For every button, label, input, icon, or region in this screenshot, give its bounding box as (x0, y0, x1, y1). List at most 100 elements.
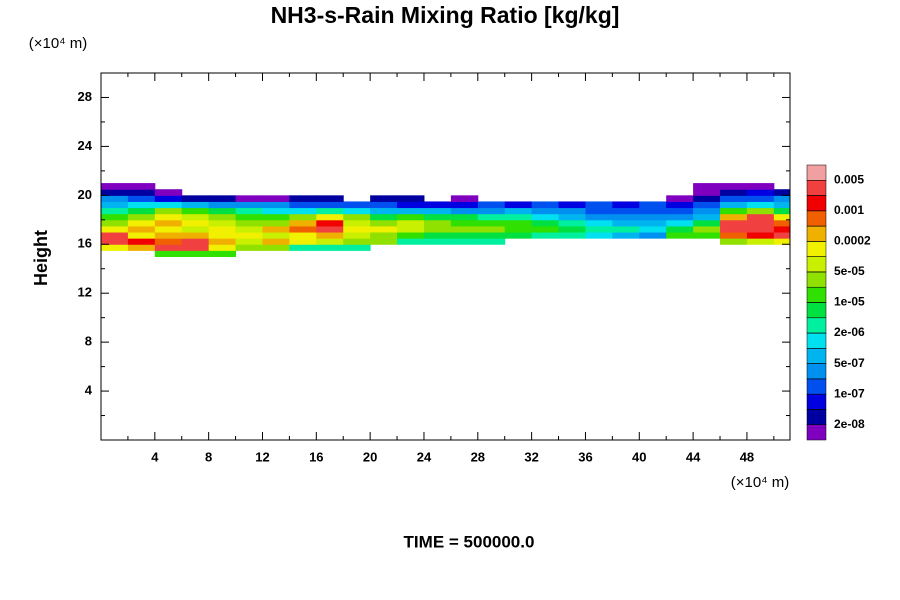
contour-cell (612, 183, 639, 190)
y-tick-label: 4 (85, 383, 93, 398)
contour-cell (397, 201, 425, 209)
contour-cell (101, 213, 129, 221)
contour-cell (666, 201, 694, 209)
y-tick-label: 24 (78, 138, 93, 153)
contour-cell (343, 244, 371, 251)
contour-cell (720, 189, 748, 196)
contour-cell (316, 183, 343, 190)
contour-cell (746, 213, 775, 221)
contour-cell (639, 207, 667, 215)
contour-cell (746, 201, 775, 209)
contour-cell (693, 244, 720, 251)
contour-cell (639, 225, 667, 233)
contour-cell (666, 207, 694, 215)
contour-cell (773, 201, 791, 209)
contour-cell (181, 250, 210, 257)
contour-cell (747, 250, 774, 257)
colorbar-box (806, 210, 827, 227)
x-tick-label: 32 (524, 449, 538, 464)
contour-cell (639, 195, 666, 202)
contour-cell (370, 201, 398, 209)
colorbar-label: 5e-05 (834, 264, 865, 278)
contour-cell (101, 201, 129, 209)
contour-cell (262, 250, 289, 257)
contour-cell (693, 232, 721, 239)
contour-cell (289, 207, 317, 215)
contour-cell (559, 238, 586, 245)
contour-cell (370, 213, 398, 221)
contour-cell (450, 225, 479, 233)
contour-cell (773, 238, 791, 245)
contour-cell (289, 219, 317, 227)
colorbar-box (806, 180, 827, 196)
contour-cell (235, 201, 263, 209)
contour-cell (343, 195, 370, 202)
contour-cell (208, 244, 237, 251)
colorbar-box (806, 363, 827, 380)
y-unit: (×10⁴ m) (29, 35, 88, 52)
contour-cell (504, 213, 533, 221)
contour-cell (370, 189, 397, 196)
contour-cell (316, 195, 344, 202)
contour-cell (451, 183, 478, 190)
contour-cell (289, 201, 317, 209)
contour-cell (289, 189, 316, 196)
contour-cell (208, 232, 237, 239)
contour-cell (154, 207, 183, 215)
contour-cell (289, 213, 317, 221)
contour-cell (182, 189, 209, 196)
contour-cell (316, 219, 344, 227)
contour-cell (424, 183, 451, 190)
contour-cell (746, 207, 775, 215)
x-tick-label: 48 (740, 449, 754, 464)
contour-cell (773, 225, 791, 233)
contour-cell (450, 219, 479, 227)
contour-cell (505, 238, 532, 245)
contour-cell (558, 207, 586, 215)
contour-cell (639, 250, 666, 257)
plot-frame (100, 72, 791, 441)
contour-cell (127, 213, 156, 221)
contour-cell (477, 213, 506, 221)
contour-cell (397, 195, 425, 202)
contour-cell (531, 213, 560, 221)
contour-cell (397, 238, 425, 245)
contour-cell (262, 225, 290, 233)
contour-cell (693, 250, 720, 257)
contour-cell (720, 238, 748, 245)
contour-cell (101, 189, 129, 196)
contour-cell (747, 244, 774, 251)
colorbar-box (806, 348, 827, 364)
contour-cell (505, 183, 532, 190)
contour-cell (558, 232, 586, 239)
contour-cell (127, 201, 156, 209)
contour-cell (558, 225, 586, 233)
contour-cell (531, 232, 560, 239)
contour-cell (181, 244, 210, 251)
contour-cell (612, 232, 640, 239)
contour-cell (559, 189, 586, 196)
contour-cell (101, 195, 129, 202)
contour-cell (612, 244, 639, 251)
contour-cell (208, 238, 237, 245)
y-tick-label: 16 (78, 236, 92, 251)
contour-cell (154, 189, 183, 196)
contour-cell (693, 189, 721, 196)
contour-cell (127, 219, 156, 227)
contour-cell (531, 207, 560, 215)
contour-cell (343, 207, 371, 215)
colorbar-box (806, 241, 827, 257)
contour-cell (505, 195, 532, 202)
contour-cell (370, 225, 398, 233)
contour-cell (316, 213, 344, 221)
contour-cell (289, 195, 317, 202)
contour-cell (370, 232, 398, 239)
colorbar-label: 1e-07 (834, 386, 865, 400)
contour-cell (424, 250, 451, 257)
contour-cell (209, 189, 236, 196)
contour-cell (343, 213, 371, 221)
contour-cell (746, 195, 775, 202)
contour-cell (235, 244, 263, 251)
contour-cell (773, 232, 791, 239)
